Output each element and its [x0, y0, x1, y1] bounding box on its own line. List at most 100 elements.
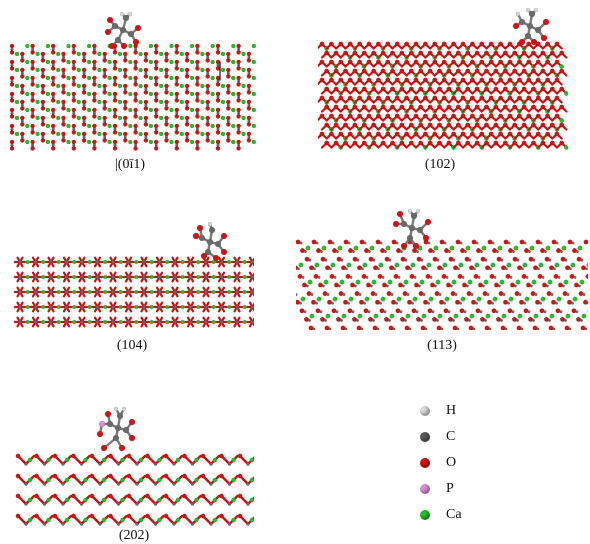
atom — [504, 327, 508, 330]
atom — [138, 457, 144, 463]
atom — [463, 316, 469, 322]
atom — [246, 462, 250, 466]
atom — [449, 245, 455, 251]
atom — [64, 290, 69, 295]
atom — [153, 123, 159, 129]
atom — [179, 131, 185, 137]
atom — [399, 104, 405, 110]
atom — [299, 241, 303, 245]
atom — [102, 90, 107, 95]
atom — [451, 77, 457, 83]
atom — [472, 267, 476, 271]
atom — [352, 86, 358, 92]
atom — [200, 131, 205, 137]
atom — [164, 67, 169, 73]
atom — [481, 245, 487, 251]
atom — [174, 107, 180, 113]
atom — [81, 51, 87, 57]
atom — [79, 305, 84, 310]
atom — [399, 310, 403, 314]
atom — [338, 59, 344, 65]
atom — [332, 248, 338, 254]
atom — [35, 83, 40, 89]
atom — [148, 91, 154, 97]
atom — [153, 66, 159, 71]
atom — [352, 68, 358, 74]
atom — [72, 319, 77, 325]
atom — [512, 68, 518, 74]
atom — [103, 289, 108, 295]
atom — [524, 296, 530, 302]
atom — [30, 50, 35, 55]
atom — [169, 59, 174, 65]
atom — [408, 68, 414, 74]
atom — [413, 41, 419, 47]
atom — [418, 140, 424, 146]
atom — [528, 256, 534, 262]
atom — [313, 267, 317, 271]
atom — [35, 131, 40, 137]
atom — [359, 239, 365, 245]
atom — [158, 83, 164, 89]
atom — [64, 275, 69, 280]
atom — [179, 83, 185, 89]
atom — [351, 310, 355, 314]
atom — [427, 86, 433, 92]
atom — [415, 250, 419, 254]
atom — [236, 139, 241, 145]
atom — [9, 146, 15, 151]
atom — [339, 279, 345, 285]
atom — [460, 296, 466, 302]
atom — [174, 75, 180, 81]
atom — [445, 275, 449, 279]
atom — [451, 113, 457, 119]
atom — [236, 59, 241, 65]
atom — [153, 91, 159, 97]
atom — [356, 258, 360, 262]
atom — [92, 123, 97, 129]
atom — [371, 140, 377, 146]
atom — [383, 310, 387, 314]
atom — [327, 239, 333, 245]
atom — [560, 316, 566, 322]
surface-panel-011 — [8, 40, 258, 152]
atom — [220, 99, 226, 105]
atom — [526, 59, 532, 65]
atom — [558, 282, 564, 288]
atom — [215, 123, 221, 129]
atom — [446, 122, 452, 128]
atom — [25, 75, 30, 81]
atom — [422, 59, 428, 65]
atom — [98, 482, 102, 486]
atom — [81, 67, 87, 73]
atom — [149, 319, 154, 325]
atom — [219, 319, 224, 324]
atom — [227, 319, 232, 325]
atom — [554, 113, 560, 119]
atom — [97, 51, 102, 57]
atom — [521, 104, 527, 110]
atom — [511, 316, 517, 322]
atom — [443, 241, 447, 245]
atom — [448, 256, 454, 262]
atom — [126, 290, 131, 295]
atom — [474, 68, 480, 74]
atom — [42, 482, 47, 486]
atom — [485, 313, 491, 319]
atom — [158, 67, 164, 73]
atom — [578, 284, 582, 288]
atom — [200, 115, 205, 121]
atom — [545, 245, 551, 251]
atom — [64, 259, 69, 264]
atom — [153, 130, 159, 135]
atom — [404, 59, 410, 65]
atom — [135, 482, 139, 486]
atom — [385, 113, 391, 119]
atom — [241, 131, 246, 137]
atom — [357, 313, 363, 319]
atom — [458, 301, 462, 305]
atom — [410, 262, 416, 268]
atom — [41, 274, 46, 280]
atom — [479, 316, 485, 322]
surface-panel-113 — [296, 238, 588, 330]
